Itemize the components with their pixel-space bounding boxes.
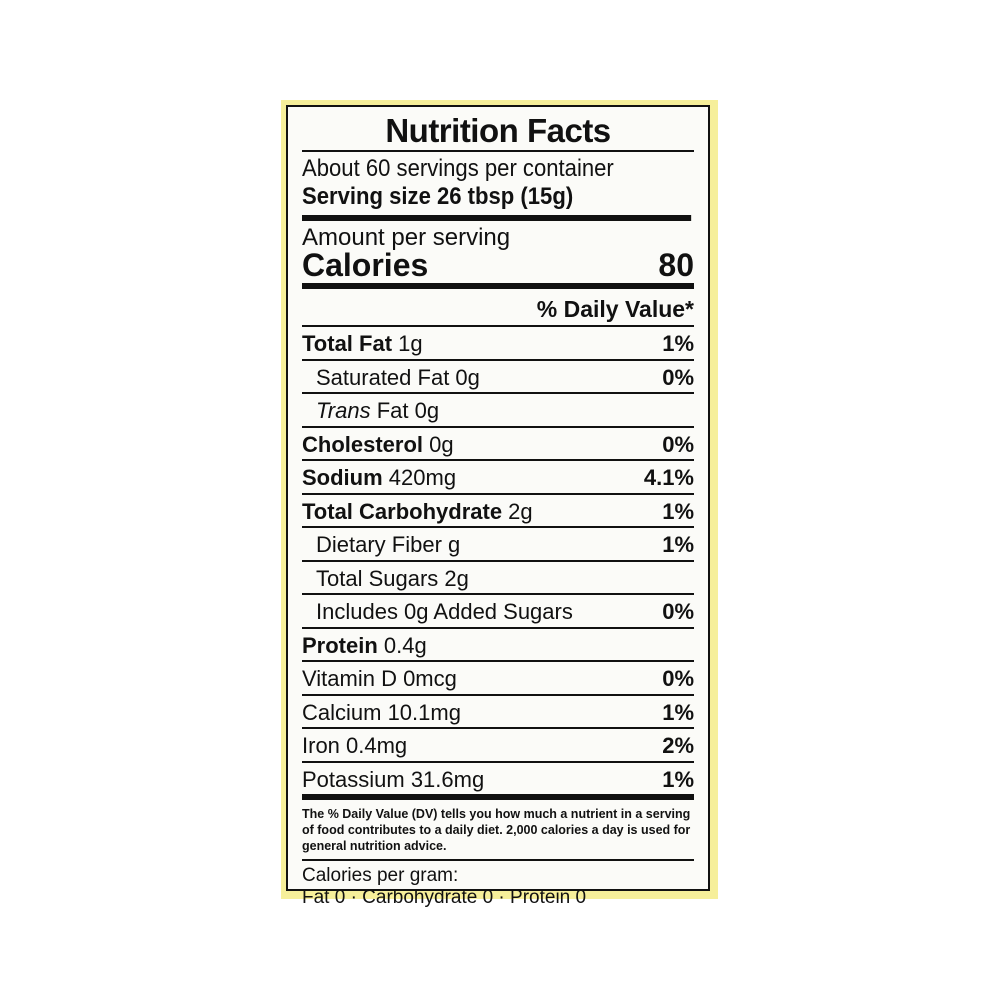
nutrient-daily-value: 1%	[662, 699, 694, 725]
nutrient-row: Dietary Fiber g 1%	[302, 528, 694, 562]
nutrient-daily-value: 4.1%	[643, 465, 694, 490]
nutrient-name: Dietary Fiber g	[316, 532, 461, 557]
nutrient-row: Protein 0.4g	[302, 629, 694, 662]
nutrition-facts-label: Nutrition Facts About 60 servings per co…	[286, 105, 710, 908]
nutrient-name: Saturated Fat 0g	[316, 364, 480, 390]
nutrient-name: Protein 0.4g	[302, 632, 427, 658]
nutrient-daily-value: 1%	[662, 498, 694, 524]
nutrient-row: Total Carbohydrate 2g 1%	[302, 495, 694, 528]
amount-per-serving: Amount per serving	[302, 224, 511, 251]
nutrient-row: Iron 0.4mg 2%	[302, 729, 694, 763]
nutrient-row: Saturated Fat 0g 0%	[302, 361, 694, 394]
nutrient-row: Trans Fat 0g	[302, 394, 694, 428]
nutrient-row: Total Sugars 2g	[302, 562, 694, 595]
nutrient-daily-value: 1%	[662, 766, 694, 792]
nutrient-daily-value: 1%	[662, 532, 694, 557]
daily-value-header: % Daily Value*	[302, 289, 694, 327]
label-title: Nutrition Facts	[302, 107, 694, 152]
nutrient-row: Cholesterol 0g 0%	[302, 428, 694, 461]
calories-label: Calories	[302, 247, 429, 283]
nutrient-name: Total Carbohydrate 2g	[302, 498, 533, 524]
nutrient-row: Calcium 10.1mg 1%	[302, 696, 694, 729]
nutrient-row: Potassium 31.6mg 1%	[302, 763, 694, 800]
calories-per-gram-values: Fat 0 · Carbohydrate 0 · Protein 0	[302, 887, 587, 908]
calories-per-gram-label: Calories per gram:	[302, 865, 459, 886]
nutrient-daily-value: 0%	[662, 599, 694, 624]
calories-per-gram: Calories per gram: Fat 0 · Carbohydrate …	[302, 861, 694, 909]
nutrient-daily-value: 1%	[662, 331, 694, 356]
serving-size: Serving size 26 tbsp (15g)	[302, 183, 574, 210]
nutrient-row: Total Fat 1g 1%	[302, 327, 694, 361]
nutrient-name: Potassium 31.6mg	[302, 766, 485, 792]
nutrient-daily-value: 0%	[662, 666, 694, 691]
calories-value: 80	[658, 247, 694, 283]
servings-per-container: About 60 servings per container	[302, 155, 614, 182]
nutrient-daily-value: 0%	[662, 431, 694, 457]
nutrient-row: Includes 0g Added Sugars 0%	[302, 595, 694, 629]
nutrient-daily-value: 2%	[662, 733, 694, 758]
nutrient-name: Vitamin D 0mcg	[302, 666, 457, 691]
nutrient-name: Total Sugars 2g	[316, 565, 469, 591]
footnote: The % Daily Value (DV) tells you how muc…	[302, 800, 694, 861]
nutrient-name: Cholesterol 0g	[302, 431, 454, 457]
nutrient-name: Trans Fat 0g	[316, 398, 440, 423]
nutrient-name: Includes 0g Added Sugars	[316, 599, 573, 624]
servings-section: About 60 servings per container Serving …	[302, 152, 692, 221]
calories-section: Amount per serving Calories 80	[302, 221, 694, 289]
nutrient-name: Calcium 10.1mg	[302, 699, 461, 725]
nutrient-name: Iron 0.4mg	[302, 733, 408, 758]
nutrient-row: Sodium 420mg 4.1%	[302, 461, 694, 495]
nutrient-row: Vitamin D 0mcg 0%	[302, 662, 694, 696]
nutrient-name: Total Fat 1g	[302, 331, 423, 356]
nutrient-daily-value: 0%	[662, 364, 694, 390]
nutrient-rows: Total Fat 1g 1% Saturated Fat 0g 0% Trans Fa…	[302, 327, 694, 800]
nutrient-name: Sodium 420mg	[302, 465, 457, 490]
